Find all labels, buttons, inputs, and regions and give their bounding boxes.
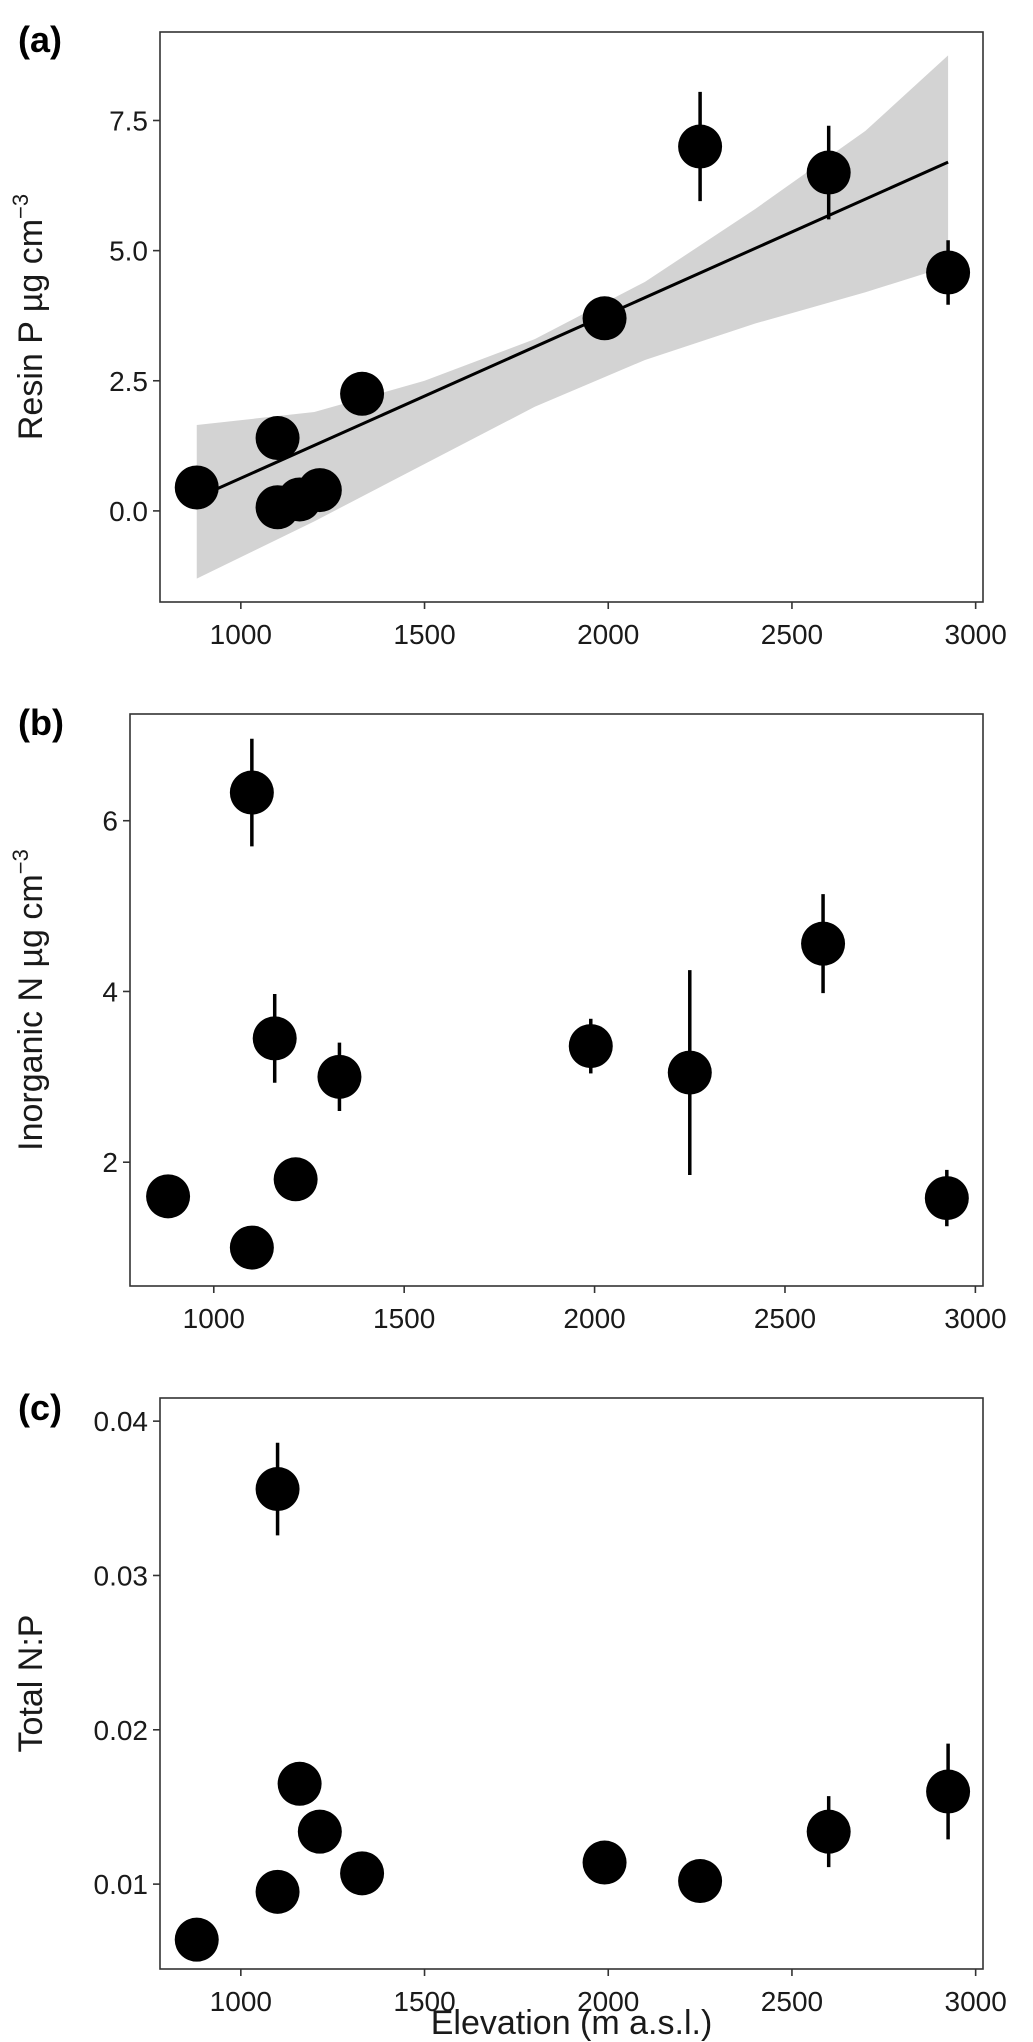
- data-point: [317, 1054, 362, 1099]
- y-tick-label: 2: [102, 1147, 118, 1178]
- data-point: [229, 1225, 274, 1270]
- panel-a: 1000 1500 2000 2500 3000 0.0 2.5 5.0 7.5 Resin P …: [8, 19, 1007, 650]
- data-point: [174, 465, 219, 510]
- y-tick-label: 6: [102, 806, 118, 837]
- data-point: [340, 371, 385, 416]
- data-point: [678, 1859, 723, 1904]
- panel-label: (c): [18, 1387, 62, 1428]
- x-tick-label: 2000: [577, 619, 639, 650]
- panel-b: 1000 1500 2000 2500 3000 2 4 6 Inorganic N µg cm…: [8, 702, 1007, 1334]
- x-tick-label: 1000: [210, 619, 272, 650]
- data-point: [924, 1176, 969, 1221]
- y-tick-label: 0.04: [94, 1406, 149, 1437]
- x-tick-label: 2500: [754, 1303, 816, 1334]
- x-axis-title: Elevation (m a.s.l.): [431, 2004, 713, 2042]
- data-point: [568, 1024, 613, 1069]
- x-tick-label: 3000: [945, 1986, 1007, 2017]
- regression-line: [196, 160, 949, 500]
- data-point: [297, 468, 342, 513]
- x-tick-label: 3000: [944, 1303, 1006, 1334]
- data-point: [297, 1809, 342, 1854]
- data-point: [252, 1016, 297, 1061]
- x-tick-label: 2000: [577, 1986, 639, 2017]
- data-point: [806, 1809, 851, 1854]
- x-tick-label: 2500: [761, 1986, 823, 2017]
- data-point: [229, 770, 274, 815]
- data-point: [255, 416, 300, 461]
- data-point: [801, 921, 846, 966]
- data-point: [174, 1917, 219, 1962]
- y-axis-title-superscript: −3: [8, 194, 33, 219]
- x-tick-label: 2000: [563, 1303, 625, 1334]
- y-axis-title-text: Total N:P: [12, 1615, 50, 1753]
- x-tick-label: 1500: [393, 1986, 455, 2017]
- y-axis-title-text: Inorganic N µg cm: [12, 874, 50, 1151]
- data-point: [255, 1467, 300, 1512]
- plot-frame: [159, 31, 984, 603]
- data-point: [582, 1840, 627, 1885]
- y-tick-label: 0.01: [94, 1869, 149, 1900]
- y-tick-label: 7.5: [109, 105, 148, 136]
- data-point: [340, 1851, 385, 1896]
- data-point: [678, 124, 723, 169]
- data-point: [277, 1761, 322, 1806]
- x-tick-label: 1500: [373, 1303, 435, 1334]
- y-axis-title-superscript: −3: [8, 849, 33, 874]
- y-tick-label: 0.0: [109, 496, 148, 527]
- x-tick-label: 1000: [183, 1303, 245, 1334]
- x-tick-label: 2500: [761, 619, 823, 650]
- plot-frame: [129, 713, 984, 1287]
- panel-label: (b): [18, 702, 64, 743]
- y-axis-title: Total N:P: [12, 1615, 50, 1753]
- y-tick-label: 5.0: [109, 236, 148, 267]
- y-axis-title-text: Resin P µg cm: [12, 219, 50, 440]
- x-tick-label: 1000: [210, 1986, 272, 2017]
- data-point: [806, 150, 851, 195]
- data-point: [926, 1769, 971, 1814]
- confidence-band: [196, 55, 949, 579]
- data-point: [582, 296, 627, 341]
- y-axis-title: Inorganic N µg cm−3: [8, 849, 50, 1151]
- data-point: [926, 250, 971, 295]
- data-point: [255, 1869, 300, 1914]
- data-point: [146, 1174, 191, 1219]
- x-tick-label: 3000: [945, 619, 1007, 650]
- panel-c: 1000 1500 2000 2500 3000 0.01 0.02 0.03 0.04 Tota…: [12, 1387, 1007, 2042]
- y-tick-label: 0.03: [94, 1560, 149, 1591]
- y-axis-title: Resin P µg cm−3: [8, 194, 50, 440]
- x-tick-label: 1500: [393, 619, 455, 650]
- y-tick-label: 2.5: [109, 366, 148, 397]
- y-tick-label: 0.02: [94, 1715, 149, 1746]
- plot-frame: [159, 1397, 984, 1970]
- panel-label: (a): [18, 19, 62, 60]
- data-point: [273, 1157, 318, 1202]
- y-tick-label: 4: [102, 976, 118, 1007]
- data-point: [667, 1050, 712, 1095]
